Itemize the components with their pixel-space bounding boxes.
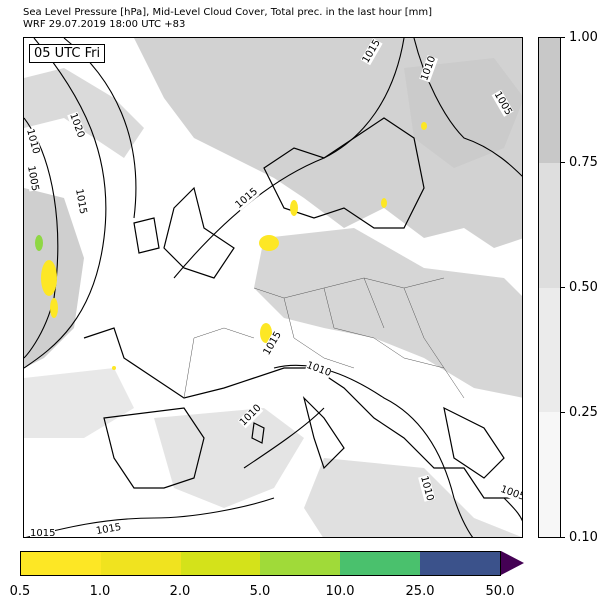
- precip-bin: [180, 552, 261, 575]
- cloud-tick: 0.75: [569, 155, 598, 170]
- precip-tick: 2.0: [169, 584, 191, 599]
- cloud-tick: 1.00: [569, 30, 598, 45]
- precip-tick: 10.0: [325, 584, 355, 599]
- cloud-cover-layer: [24, 38, 522, 537]
- cloud-bin: [539, 38, 560, 163]
- chart-title: Sea Level Pressure [hPa], Mid-Level Clou…: [23, 7, 433, 18]
- precip-bin: [340, 552, 421, 575]
- time-label: 05 UTC Fri: [29, 44, 106, 63]
- chart-subtitle: WRF 29.07.2019 18:00 UTC +83: [23, 19, 186, 30]
- precipitation-layer: [35, 122, 427, 370]
- precip-tick: 5.0: [249, 584, 271, 599]
- weather-map: [24, 38, 522, 537]
- map-panel: 1020 1015 1010 1005 1015 1015 1015 1010 …: [23, 37, 523, 538]
- cloud-bin: [539, 162, 560, 288]
- precip-bin: [260, 552, 341, 575]
- precip-tick: 25.0: [405, 584, 435, 599]
- precip-bin: [100, 552, 181, 575]
- precip-tick: 0.5: [9, 584, 31, 599]
- isobar-label: 1015: [30, 528, 56, 538]
- cloud-tick: 0.10: [569, 530, 598, 545]
- cloud-cover-colorbar: [538, 37, 561, 538]
- cloud-bin: [539, 287, 560, 413]
- country-borders: [183, 277, 465, 399]
- precip-colorbar: [20, 551, 501, 576]
- precip-extend-arrow: [501, 551, 524, 575]
- precip-tick: 50.0: [485, 584, 515, 599]
- cloud-tick: 0.25: [569, 405, 598, 420]
- cloud-bin: [539, 412, 560, 537]
- cloud-tick: 0.50: [569, 280, 598, 295]
- precip-bin: [21, 552, 101, 575]
- precip-tick: 1.0: [89, 584, 111, 599]
- precip-bin: [420, 552, 500, 575]
